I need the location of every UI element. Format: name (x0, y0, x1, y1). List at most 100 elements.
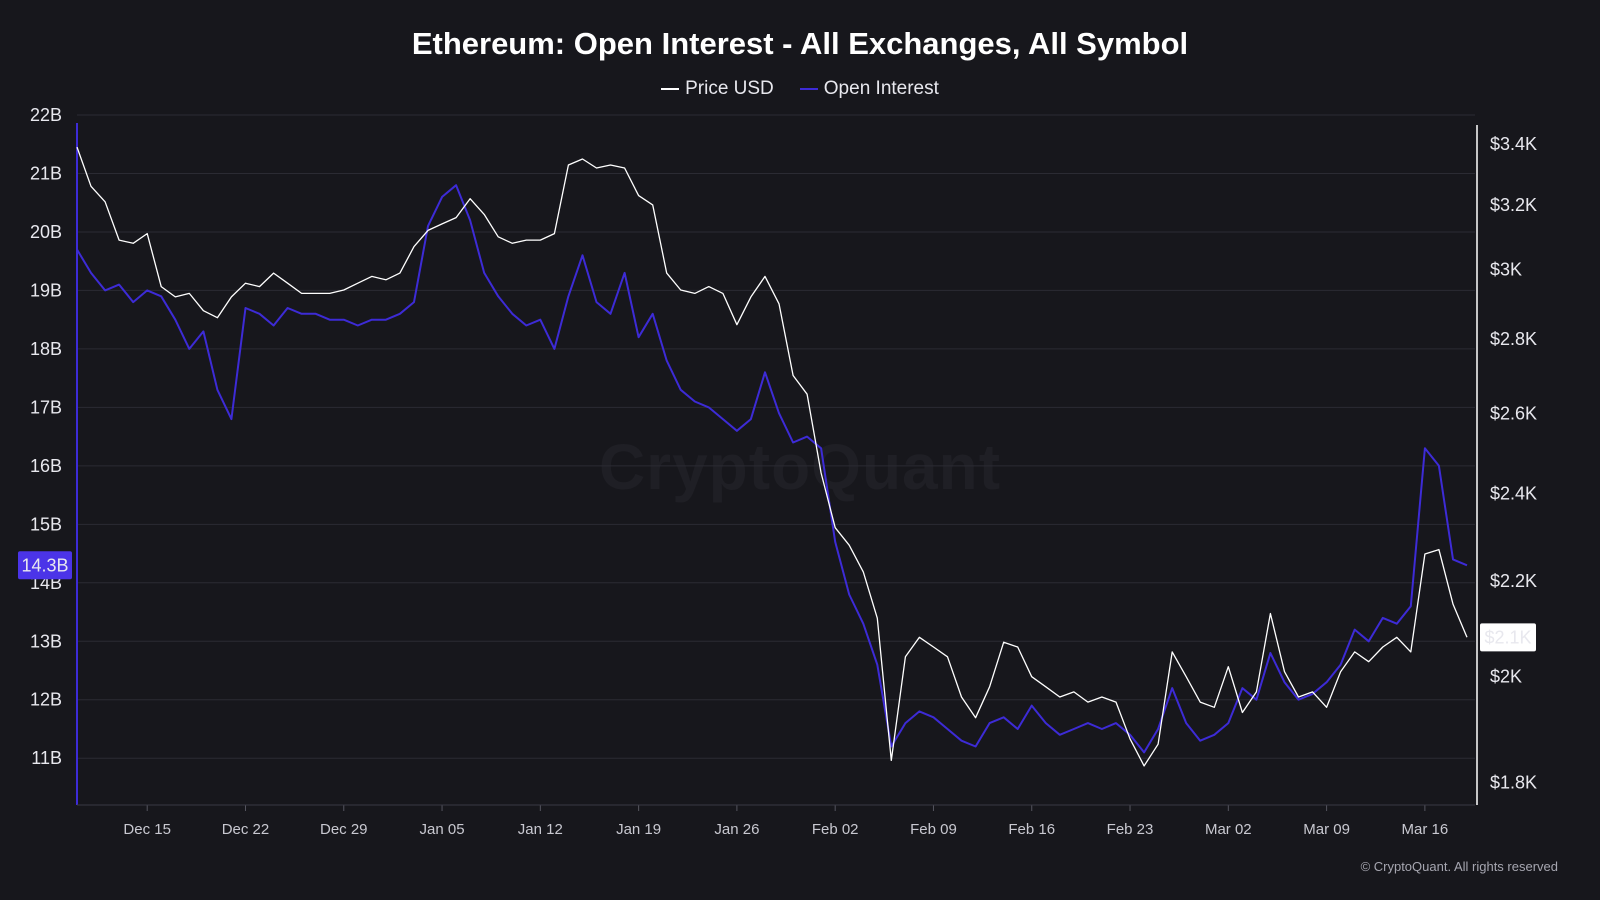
data-point-price[interactable] (721, 291, 725, 295)
data-point-price[interactable] (988, 685, 992, 689)
data-point-price[interactable] (159, 285, 163, 289)
data-point-price[interactable] (960, 695, 964, 699)
data-point-open-interest[interactable] (1451, 557, 1455, 561)
data-point-open-interest[interactable] (173, 318, 177, 322)
data-point-price[interactable] (1451, 602, 1455, 606)
data-point-price[interactable] (777, 302, 781, 306)
data-point-price[interactable] (735, 323, 739, 327)
data-point-open-interest[interactable] (833, 540, 837, 544)
data-point-price[interactable] (1395, 635, 1399, 639)
data-point-price[interactable] (89, 184, 93, 188)
data-point-price[interactable] (623, 166, 627, 170)
data-point-price[interactable] (201, 309, 205, 313)
data-point-open-interest[interactable] (131, 300, 135, 304)
data-point-open-interest[interactable] (398, 312, 402, 316)
data-point-open-interest[interactable] (777, 411, 781, 415)
data-point-open-interest[interactable] (356, 324, 360, 328)
data-point-open-interest[interactable] (117, 283, 121, 287)
data-point-price[interactable] (440, 222, 444, 226)
data-point-price[interactable] (1268, 611, 1272, 615)
data-point-open-interest[interactable] (1044, 721, 1048, 725)
data-point-price[interactable] (1212, 705, 1216, 709)
data-point-price[interactable] (328, 291, 332, 295)
data-point-open-interest[interactable] (1072, 727, 1076, 731)
data-point-open-interest[interactable] (159, 294, 163, 298)
data-point-open-interest[interactable] (215, 388, 219, 392)
data-point-price[interactable] (805, 392, 809, 396)
data-point-price[interactable] (117, 238, 121, 242)
data-point-price[interactable] (538, 238, 542, 242)
data-point-price[interactable] (1184, 675, 1188, 679)
data-point-price[interactable] (1282, 670, 1286, 674)
data-point-price[interactable] (566, 163, 570, 167)
data-point-open-interest[interactable] (749, 417, 753, 421)
data-point-open-interest[interactable] (651, 312, 655, 316)
data-point-price[interactable] (524, 238, 528, 242)
data-point-price[interactable] (1072, 690, 1076, 694)
data-point-open-interest[interactable] (187, 347, 191, 351)
data-point-open-interest[interactable] (524, 324, 528, 328)
data-point-price[interactable] (272, 271, 276, 275)
data-point-open-interest[interactable] (272, 324, 276, 328)
data-point-open-interest[interactable] (1156, 727, 1160, 731)
data-point-price[interactable] (286, 281, 290, 285)
series-line-open-interest[interactable] (76, 184, 1468, 754)
data-point-open-interest[interactable] (426, 224, 430, 228)
data-point-price[interactable] (103, 200, 107, 204)
data-point-open-interest[interactable] (1254, 698, 1258, 702)
data-point-price[interactable] (847, 543, 851, 547)
data-point-open-interest[interactable] (735, 429, 739, 433)
data-point-price[interactable] (665, 271, 669, 275)
data-point-price[interactable] (1086, 700, 1090, 704)
data-point-open-interest[interactable] (637, 335, 641, 339)
data-point-open-interest[interactable] (482, 271, 486, 275)
data-point-open-interest[interactable] (931, 715, 935, 719)
data-point-open-interest[interactable] (243, 306, 247, 310)
data-point-open-interest[interactable] (1240, 686, 1244, 690)
data-point-open-interest[interactable] (1100, 727, 1104, 731)
data-point-open-interest[interactable] (370, 318, 374, 322)
data-point-open-interest[interactable] (988, 721, 992, 725)
data-point-open-interest[interactable] (1170, 686, 1174, 690)
data-point-price[interactable] (173, 295, 177, 299)
data-point-open-interest[interactable] (566, 294, 570, 298)
data-point-open-interest[interactable] (875, 663, 879, 667)
data-point-price[interactable] (1058, 695, 1062, 699)
data-point-price[interactable] (75, 145, 79, 149)
data-point-price[interactable] (1353, 650, 1357, 654)
data-point-price[interactable] (454, 216, 458, 220)
data-point-price[interactable] (679, 288, 683, 292)
data-point-price[interactable] (791, 373, 795, 377)
data-point-price[interactable] (917, 635, 921, 639)
data-point-open-interest[interactable] (1086, 721, 1090, 725)
data-point-open-interest[interactable] (1282, 680, 1286, 684)
data-point-price[interactable] (384, 278, 388, 282)
data-point-open-interest[interactable] (1367, 639, 1371, 643)
data-point-price[interactable] (819, 471, 823, 475)
data-point-price[interactable] (974, 716, 978, 720)
data-point-price[interactable] (131, 241, 135, 245)
data-point-open-interest[interactable] (1114, 721, 1118, 725)
data-point-open-interest[interactable] (819, 446, 823, 450)
data-point-open-interest[interactable] (1226, 721, 1230, 725)
data-point-price[interactable] (370, 274, 374, 278)
data-point-price[interactable] (482, 212, 486, 216)
data-point-open-interest[interactable] (384, 318, 388, 322)
data-point-open-interest[interactable] (286, 306, 290, 310)
data-point-open-interest[interactable] (1002, 715, 1006, 719)
data-point-price[interactable] (931, 645, 935, 649)
data-point-price[interactable] (229, 295, 233, 299)
data-point-price[interactable] (861, 570, 865, 574)
data-point-open-interest[interactable] (468, 218, 472, 222)
data-point-open-interest[interactable] (1381, 616, 1385, 620)
data-point-price[interactable] (426, 228, 430, 232)
data-point-open-interest[interactable] (145, 288, 149, 292)
data-point-open-interest[interactable] (917, 709, 921, 713)
data-point-price[interactable] (1339, 670, 1343, 674)
data-point-open-interest[interactable] (496, 294, 500, 298)
data-point-price[interactable] (510, 241, 514, 245)
data-point-open-interest[interactable] (538, 318, 542, 322)
data-point-open-interest[interactable] (229, 417, 233, 421)
data-point-open-interest[interactable] (1142, 750, 1146, 754)
data-point-price[interactable] (1198, 700, 1202, 704)
